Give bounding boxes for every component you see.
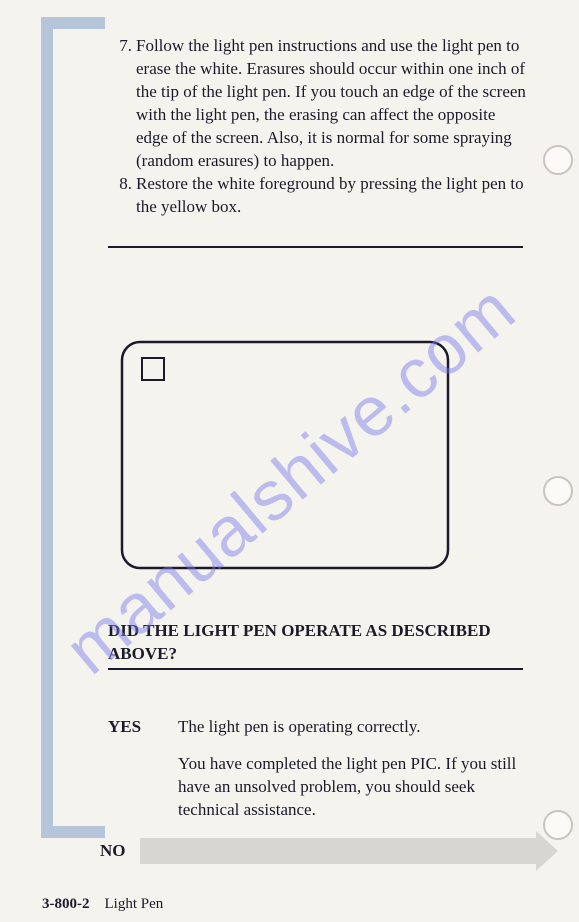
yes-line: The light pen is operating correctly. — [178, 716, 528, 739]
divider — [108, 668, 523, 670]
page-footer: 3-800-2 Light Pen — [42, 896, 163, 913]
instruction-list: 7. Follow the light pen instructions and… — [110, 35, 530, 219]
yes-text: The light pen is operating correctly. Yo… — [178, 716, 528, 836]
binder-hole — [543, 476, 573, 506]
no-arrow-head — [536, 831, 558, 871]
list-item: 8. Restore the white foreground by press… — [110, 173, 530, 219]
question-heading: DID THE LIGHT PEN OPERATE AS DESCRIBED A… — [108, 620, 528, 666]
list-item: 7. Follow the light pen instructions and… — [110, 35, 530, 173]
item-text: Restore the white foreground by pressing… — [136, 173, 530, 219]
yes-line: You have completed the light pen PIC. If… — [178, 753, 528, 822]
binder-hole — [543, 145, 573, 175]
yes-label: YES — [108, 716, 178, 836]
no-label: NO — [100, 841, 140, 861]
footer-title: Light Pen — [105, 896, 164, 912]
no-arrow-body — [140, 838, 540, 864]
page-number: 3-800-2 — [42, 896, 90, 912]
screen-figure — [120, 340, 450, 570]
item-number: 8. — [110, 173, 136, 219]
page: 7. Follow the light pen instructions and… — [0, 0, 579, 922]
divider — [108, 246, 523, 248]
flow-bracket — [35, 15, 105, 840]
no-branch: NO — [100, 836, 540, 866]
yes-branch: YES The light pen is operating correctly… — [108, 716, 528, 836]
item-number: 7. — [110, 35, 136, 173]
item-text: Follow the light pen instructions and us… — [136, 35, 530, 173]
